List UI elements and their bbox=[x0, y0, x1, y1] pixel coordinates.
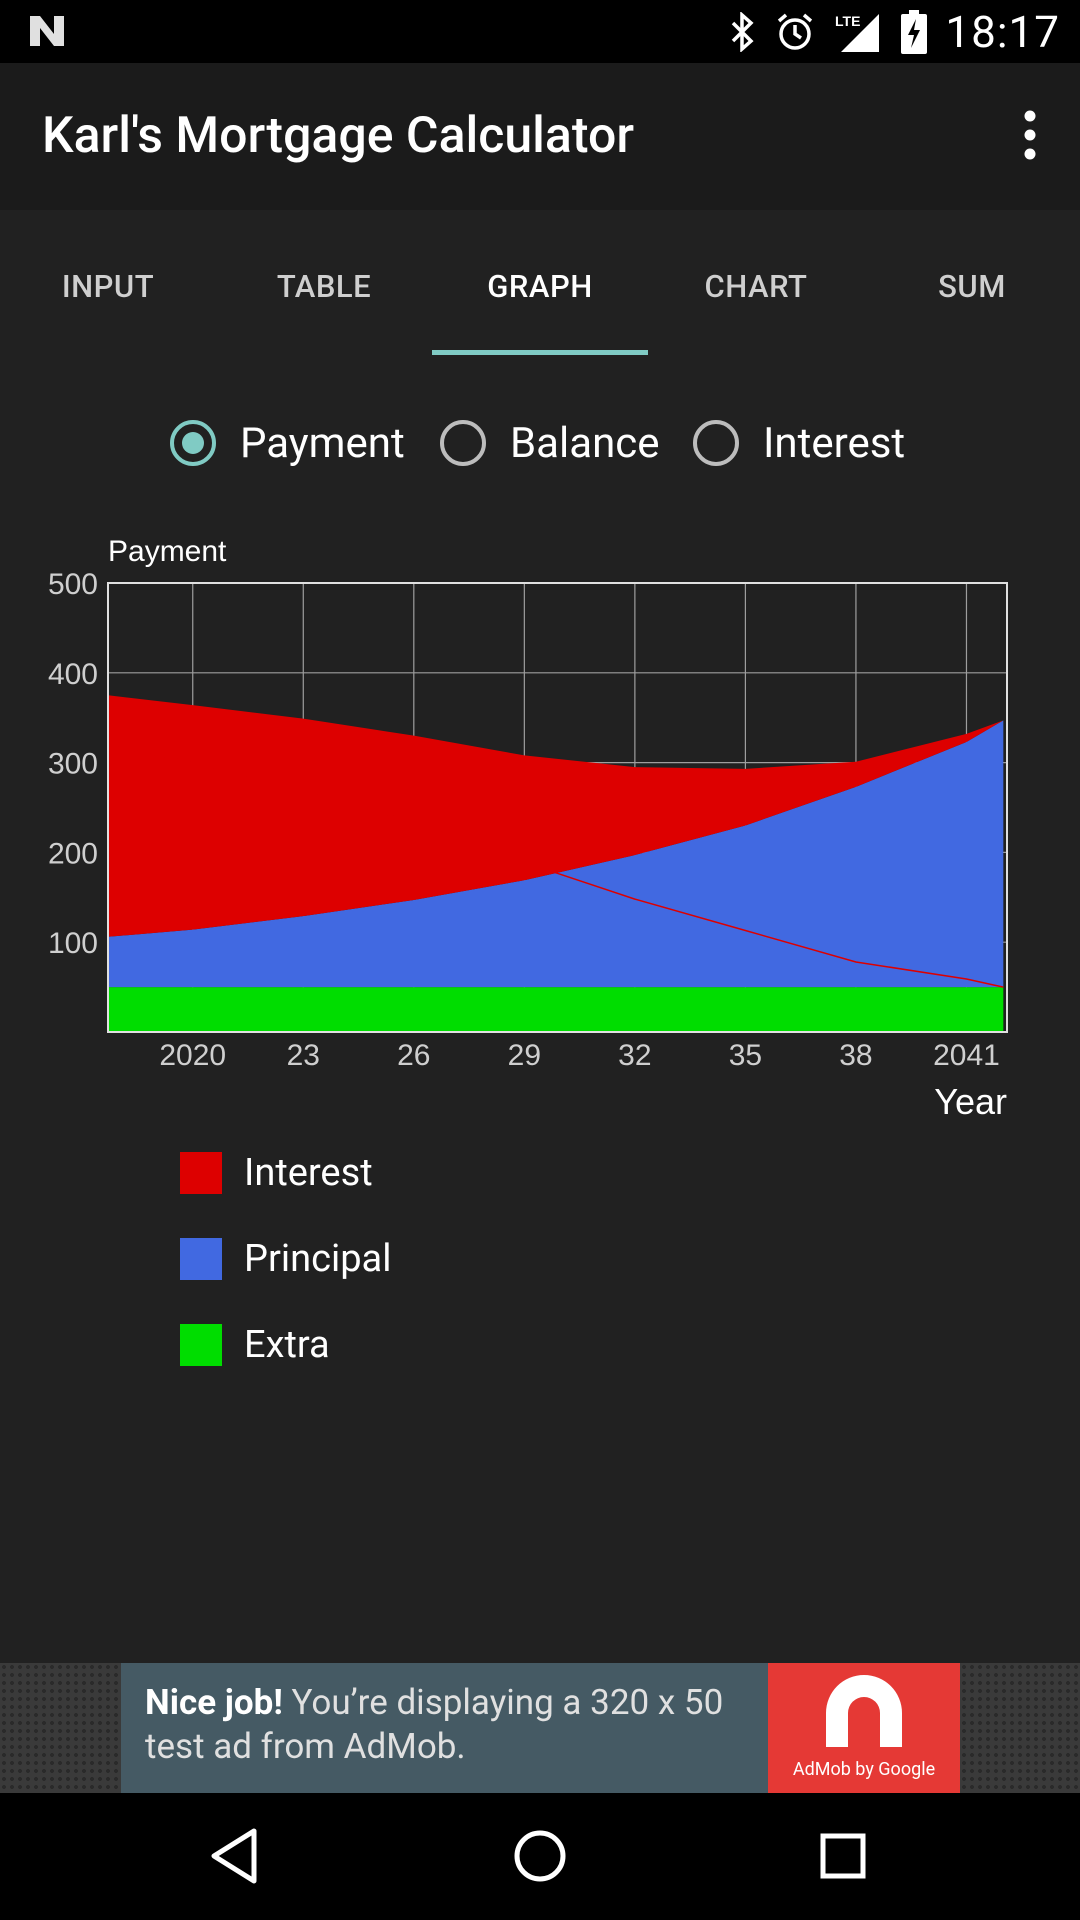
ad-headline: Nice job! bbox=[145, 1682, 283, 1723]
y-tick-label: 400 bbox=[48, 658, 98, 691]
tab-table[interactable]: TABLE bbox=[276, 268, 372, 305]
radio-payment[interactable]: Payment bbox=[170, 408, 405, 478]
radio-interest[interactable]: Interest bbox=[693, 408, 905, 478]
area-extra bbox=[108, 987, 1004, 1032]
radio-balance-label: Balance bbox=[510, 418, 660, 468]
legend-swatch-principal bbox=[180, 1238, 222, 1280]
legend-label-interest: Interest bbox=[244, 1151, 373, 1195]
x-tick-label: 29 bbox=[508, 1039, 541, 1072]
bluetooth-icon bbox=[732, 12, 754, 52]
graph-type-radio-group: Payment Balance Interest bbox=[0, 408, 1080, 478]
tab-chart[interactable]: CHART bbox=[704, 268, 808, 305]
payment-graph: Payment 500 400 300 200 100 2020 23 26 29 32 35 38 20… bbox=[0, 520, 1080, 1140]
svg-text:LTE: LTE bbox=[835, 13, 860, 29]
home-icon[interactable] bbox=[505, 1821, 575, 1891]
legend-swatch-interest bbox=[180, 1152, 222, 1194]
payment-area-chart: Payment 500 400 300 200 100 2020 23 26 29 32 35 38 20… bbox=[48, 535, 1008, 1122]
radio-interest-label: Interest bbox=[763, 418, 906, 468]
ad-text: Nice job! You’re displaying a 320 x 50 t… bbox=[145, 1681, 745, 1769]
interest-line bbox=[107, 744, 1004, 988]
radio-button-unchecked-icon[interactable] bbox=[440, 420, 486, 466]
radio-payment-label: Payment bbox=[240, 418, 405, 468]
alarm-icon bbox=[778, 13, 813, 50]
test-ad[interactable]: Nice job! You’re displaying a 320 x 50 t… bbox=[121, 1663, 960, 1793]
legend-label-extra: Extra bbox=[244, 1323, 330, 1367]
admob-caption: AdMob by Google bbox=[792, 1759, 936, 1780]
legend-item-principal: Principal bbox=[180, 1216, 391, 1302]
app-title: Karl's Mortgage Calculator bbox=[42, 107, 634, 165]
tab-input[interactable]: INPUT bbox=[61, 268, 155, 305]
overflow-menu-icon[interactable] bbox=[1010, 109, 1050, 161]
x-tick-label: 32 bbox=[618, 1039, 651, 1072]
area-principal bbox=[108, 720, 1004, 988]
tab-bar: INPUT TABLE GRAPH CHART SUM bbox=[0, 210, 1080, 356]
y-tick-label: 200 bbox=[48, 837, 98, 870]
status-bar: LTE 18:17 bbox=[0, 0, 1080, 63]
y-tick-label: 300 bbox=[48, 748, 98, 781]
legend-item-interest: Interest bbox=[180, 1130, 391, 1216]
admob-logo: AdMob by Google bbox=[768, 1663, 960, 1793]
x-tick-label: 38 bbox=[839, 1039, 872, 1072]
x-tick-label: 2041 bbox=[933, 1039, 1000, 1072]
app-bar: Karl's Mortgage Calculator bbox=[0, 63, 1080, 210]
battery-charging-icon bbox=[901, 10, 928, 54]
x-axis-label: Year bbox=[934, 1081, 1007, 1122]
admob-icon bbox=[826, 1675, 902, 1747]
chart-legend: Interest Principal Extra bbox=[180, 1130, 391, 1388]
x-tick-label: 35 bbox=[729, 1039, 762, 1072]
tab-graph[interactable]: GRAPH bbox=[487, 268, 593, 305]
area-interest bbox=[108, 695, 1004, 937]
navigation-bar bbox=[0, 1793, 1080, 1920]
x-tick-label: 2020 bbox=[159, 1039, 226, 1072]
plot-border bbox=[107, 582, 1008, 1033]
ad-body: You’re displaying a 320 x 50 test ad fro… bbox=[145, 1682, 724, 1767]
x-tick-label: 23 bbox=[287, 1039, 320, 1072]
radio-balance[interactable]: Balance bbox=[440, 408, 660, 478]
recents-icon[interactable] bbox=[808, 1821, 878, 1891]
clock: 18:17 bbox=[945, 6, 1060, 58]
y-tick-label: 100 bbox=[48, 927, 98, 960]
tab-sum[interactable]: SUM bbox=[938, 268, 1006, 305]
legend-label-principal: Principal bbox=[244, 1237, 392, 1281]
cellular-signal-icon: LTE bbox=[835, 13, 880, 52]
radio-button-unchecked-icon[interactable] bbox=[693, 420, 739, 466]
y-axis-label: Payment bbox=[108, 535, 227, 568]
notification-n-icon bbox=[30, 16, 64, 46]
ad-banner-container: Nice job! You’re displaying a 320 x 50 t… bbox=[0, 1663, 1080, 1793]
radio-button-checked-icon[interactable] bbox=[170, 420, 216, 466]
tab-indicator bbox=[432, 350, 648, 355]
legend-swatch-extra bbox=[180, 1324, 222, 1366]
legend-item-extra: Extra bbox=[180, 1302, 391, 1388]
back-icon[interactable] bbox=[202, 1821, 272, 1891]
x-tick-label: 26 bbox=[397, 1039, 430, 1072]
y-tick-label: 500 bbox=[48, 568, 98, 601]
